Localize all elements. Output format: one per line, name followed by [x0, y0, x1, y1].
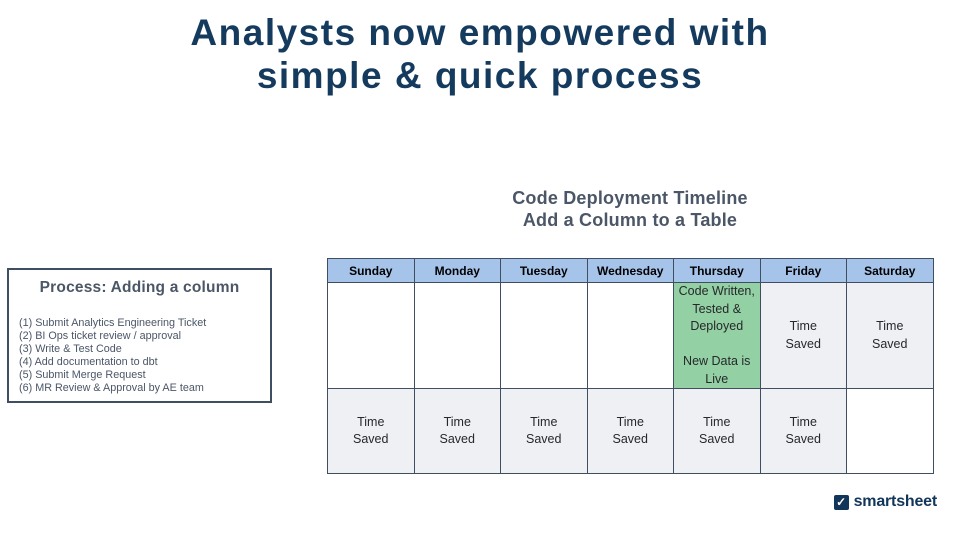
day-header-tuesday: Tuesday [500, 258, 588, 283]
timeline-cell-week2-monday: Time Saved [413, 388, 501, 474]
timeline-heading: Code Deployment Timeline Add a Column to … [327, 187, 933, 232]
timeline-cell-week1-monday [413, 282, 501, 389]
day-header-row: Sunday Monday Tuesday Wednesday Thursday Frid… [327, 258, 934, 283]
timeline-cell-week2-saturday [846, 388, 934, 474]
timeline-cell-week1-thursday: Code Written, Tested & Deployed New Data… [673, 282, 761, 389]
timeline-table: Sunday Monday Tuesday Wednesday Thursday Frid… [327, 258, 934, 474]
process-step: (1) Submit Analytics Engineering Ticket [19, 317, 207, 329]
page-title-line2: simple & quick process [256, 54, 704, 96]
day-header-thursday: Thursday [673, 258, 761, 283]
process-step: (2) BI Ops ticket review / approval [19, 330, 182, 342]
day-header-sunday: Sunday [327, 258, 415, 283]
timeline-cell-week1-friday: Time Saved [759, 282, 847, 389]
timeline-cell-week1-saturday: Time Saved [846, 282, 934, 389]
timeline-heading-line2: Add a Column to a Table [522, 210, 738, 231]
timeline-cell-week2-sunday: Time Saved [327, 388, 415, 474]
process-step: (5) Submit Merge Request [19, 369, 146, 381]
week2-row: Time Saved Time Saved Time Saved Time Saved… [327, 388, 934, 474]
smartsheet-logo-text: smartsheet [853, 493, 938, 510]
process-box: Process: Adding a column (1) Submit Anal… [7, 268, 272, 403]
process-box-heading: Process: Adding a column [39, 279, 240, 296]
page-title-line1: Analysts now empowered with [190, 12, 770, 53]
day-header-saturday: Saturday [846, 258, 934, 283]
day-header-monday: Monday [413, 258, 501, 283]
day-header-wednesday: Wednesday [586, 258, 674, 283]
timeline-cell-week2-thursday: Time Saved [673, 388, 761, 474]
timeline-cell-week2-friday: Time Saved [759, 388, 847, 474]
page-title: Analysts now empowered with simple & quic… [0, 12, 960, 98]
process-steps-list: (1) Submit Analytics Engineering Ticket(… [9, 317, 270, 395]
day-header-friday: Friday [759, 258, 847, 283]
week1-row: Code Written, Tested & Deployed New Data… [327, 282, 934, 389]
timeline-cell-week1-tuesday [500, 282, 588, 389]
timeline-cell-week1-wednesday [586, 282, 674, 389]
timeline-heading-line1: Code Deployment Timeline [512, 188, 748, 208]
process-step: (6) MR Review & Approval by AE team [19, 382, 204, 394]
timeline-cell-week2-tuesday: Time Saved [500, 388, 588, 474]
process-step: (4) Add documentation to dbt [19, 356, 158, 368]
smartsheet-check-icon: ✓ [833, 494, 849, 510]
timeline-cell-week1-sunday [327, 282, 415, 389]
timeline-cell-week2-wednesday: Time Saved [586, 388, 674, 474]
process-step: (3) Write & Test Code [19, 343, 122, 355]
smartsheet-logo: ✓ smartsheet [833, 493, 938, 511]
